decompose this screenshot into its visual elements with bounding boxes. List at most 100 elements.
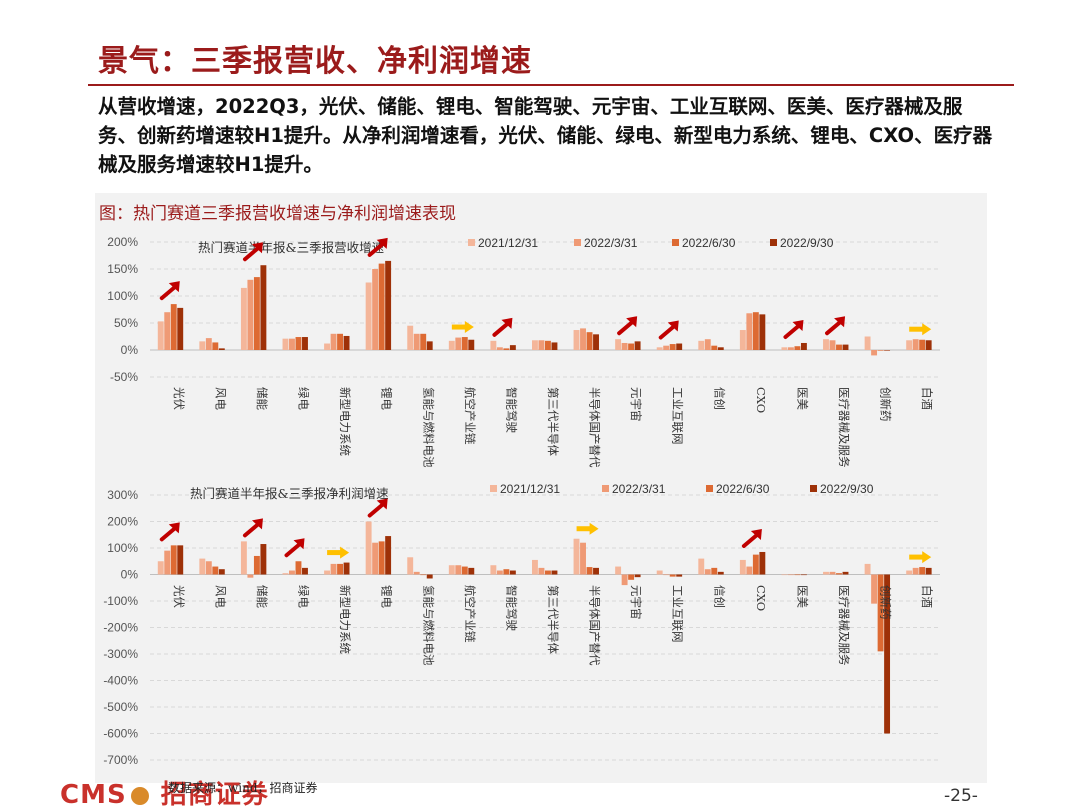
category-label: 医疗器械及服务 bbox=[837, 387, 851, 468]
summary-text: 从营收增速，2022Q3，光伏、储能、锂电、智能驾驶、元宇宙、工业互联网、医美、… bbox=[98, 95, 993, 176]
bar bbox=[461, 566, 468, 575]
trend-up-arrow bbox=[492, 321, 510, 337]
category-label: 智能驾驶 bbox=[504, 387, 518, 433]
bar bbox=[573, 538, 580, 575]
category-label: 氢能与燃料电池 bbox=[421, 387, 435, 468]
trend-up-arrow-head bbox=[501, 317, 513, 329]
bar bbox=[177, 307, 184, 350]
bar bbox=[503, 348, 510, 350]
trend-up-arrow bbox=[617, 320, 635, 336]
bar bbox=[836, 344, 842, 350]
bar bbox=[842, 571, 849, 575]
category-label: 信创 bbox=[712, 387, 726, 410]
trend-up-arrow bbox=[242, 522, 260, 538]
category-label: 工业互联网 bbox=[671, 585, 685, 643]
legend-swatch bbox=[706, 485, 713, 492]
bar bbox=[532, 559, 538, 575]
bar bbox=[545, 570, 551, 575]
bar bbox=[593, 334, 599, 350]
chart-2: 300% 200% 100% 0% -100% -200% -300% -400% -500% -… bbox=[103, 482, 940, 767]
y-tick-label: 0% bbox=[121, 568, 139, 582]
bar bbox=[247, 574, 254, 578]
bar bbox=[704, 569, 711, 575]
trend-flat-arrow-head bbox=[340, 546, 350, 559]
category-label: 航空产业链 bbox=[463, 387, 477, 445]
bar bbox=[170, 304, 177, 350]
bar bbox=[669, 574, 676, 577]
bar bbox=[302, 567, 308, 575]
bar bbox=[794, 346, 801, 350]
category-label: 医疗器械及服务 bbox=[837, 585, 851, 666]
category-label: 储能 bbox=[255, 387, 269, 410]
y-tick-label: 100% bbox=[107, 289, 138, 303]
bar bbox=[253, 277, 260, 350]
bar bbox=[823, 339, 829, 350]
bar bbox=[337, 333, 344, 350]
chart-title: 热门赛道半年报&三季报营收增速 bbox=[198, 240, 385, 255]
bar bbox=[448, 340, 455, 350]
category-label: 氢能与燃料电池 bbox=[421, 585, 435, 666]
y-tick-label: -700% bbox=[103, 753, 138, 767]
bar bbox=[372, 269, 379, 350]
bar bbox=[823, 571, 829, 575]
bar bbox=[455, 565, 462, 575]
bar bbox=[621, 574, 628, 586]
legend-swatch bbox=[602, 485, 609, 492]
bar bbox=[330, 333, 337, 350]
bar bbox=[378, 541, 385, 575]
bar bbox=[295, 337, 302, 350]
bar bbox=[794, 574, 801, 576]
legend-label: 2022/6/30 bbox=[682, 236, 736, 250]
bar bbox=[717, 571, 724, 575]
trend-up-arrow bbox=[741, 532, 759, 548]
bar bbox=[829, 571, 836, 575]
bar bbox=[199, 558, 206, 575]
legend-label: 2022/9/30 bbox=[820, 482, 874, 496]
bar bbox=[413, 333, 420, 350]
bar bbox=[157, 561, 164, 575]
bar bbox=[836, 573, 842, 575]
y-tick-label: -400% bbox=[103, 674, 138, 688]
bar bbox=[337, 563, 344, 575]
logo-text: CMS bbox=[60, 780, 127, 810]
bar bbox=[407, 325, 414, 350]
category-label: 医美 bbox=[795, 585, 809, 608]
trend-flat-arrow-head bbox=[922, 323, 932, 336]
bar bbox=[295, 561, 302, 575]
bar bbox=[711, 345, 718, 350]
category-label: 信创 bbox=[712, 585, 726, 608]
bar bbox=[496, 347, 503, 350]
bar bbox=[752, 312, 759, 350]
chart-heading: 图：热门赛道三季报营收增速与净利润增速表现 bbox=[99, 204, 456, 224]
bar bbox=[538, 567, 545, 575]
bar bbox=[365, 282, 372, 350]
bar bbox=[781, 347, 788, 350]
category-label: 第三代半导体 bbox=[546, 585, 560, 654]
bar bbox=[800, 342, 807, 350]
trend-up-arrow bbox=[242, 246, 260, 262]
bar bbox=[676, 343, 683, 350]
bar bbox=[157, 321, 164, 350]
bar bbox=[282, 573, 289, 575]
bar bbox=[628, 343, 635, 350]
trend-flat-arrow-head bbox=[922, 551, 932, 564]
bar bbox=[413, 571, 420, 575]
bar bbox=[739, 559, 746, 575]
bar bbox=[781, 574, 788, 576]
legend-swatch bbox=[574, 239, 581, 246]
bar bbox=[407, 557, 414, 575]
category-label: 锂电 bbox=[380, 585, 394, 608]
bar bbox=[385, 536, 392, 575]
bar bbox=[551, 342, 558, 350]
bar bbox=[509, 345, 516, 350]
bar bbox=[509, 570, 516, 575]
logo-emblem-icon bbox=[130, 786, 149, 805]
bar bbox=[752, 554, 759, 575]
bar bbox=[468, 339, 475, 350]
bar bbox=[787, 574, 794, 576]
legend-swatch bbox=[490, 485, 497, 492]
trend-up-arrow-head bbox=[376, 237, 388, 249]
bar bbox=[912, 567, 919, 575]
title-divider bbox=[88, 84, 1014, 86]
y-tick-label: -100% bbox=[103, 594, 138, 608]
